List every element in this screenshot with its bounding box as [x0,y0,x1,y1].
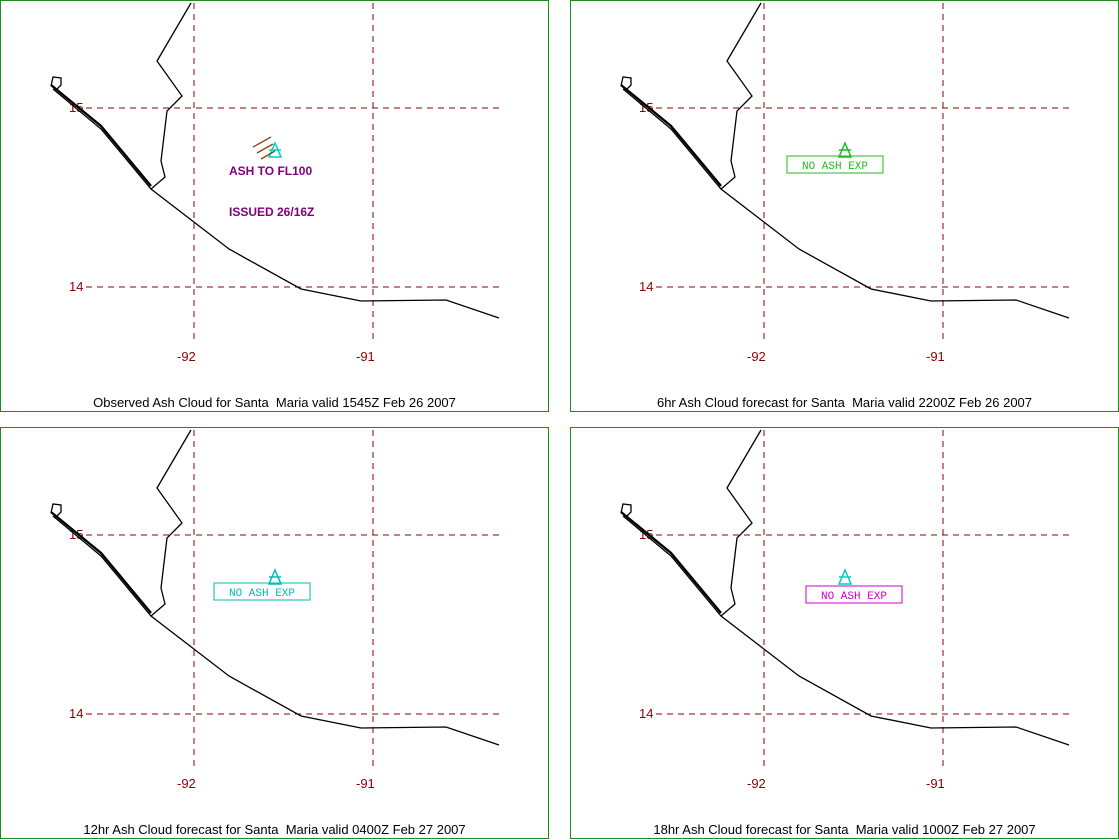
panel-forecast-18hr: 15 14 -92 -91 NO ASH EXP 18hr Ash Cloud … [570,427,1119,839]
lat-label-14: 14 [69,279,83,294]
lat-label-14: 14 [69,706,83,721]
no-ash-label: NO ASH EXP [821,591,887,603]
coastline [50,429,500,746]
lon-label-91: -91 [926,776,945,791]
coastline [620,429,1070,746]
coastline [620,2,1070,319]
lon-label-91: -91 [356,776,375,791]
no-ash-box [805,585,903,604]
lon-label-91: -91 [356,349,375,364]
no-ash-label: NO ASH EXP [229,588,295,600]
coastline [50,2,500,319]
panel-forecast-12hr: 15 14 -92 -91 NO ASH EXP 12hr Ash Cloud … [0,427,549,839]
panel-caption: 6hr Ash Cloud forecast for Santa Maria v… [656,395,1033,410]
ash-plume-icon [252,136,276,160]
panel-caption: Observed Ash Cloud for Santa Maria valid… [93,395,456,410]
map-forecast-12hr: 15 14 -92 -91 NO ASH EXP [50,429,501,791]
no-ash-label: NO ASH EXP [802,161,868,173]
volcano-icon [267,568,283,585]
panel-observed: 15 14 -92 -91 ASH TO FL100 ISSUED 26/16Z… [0,0,549,412]
volcano-icon [267,141,283,158]
panel-caption: 18hr Ash Cloud forecast for Santa Maria … [653,822,1036,837]
map-forecast-6hr: 15 14 -92 -91 NO ASH EXP [620,2,1071,364]
map-forecast-18hr: 15 14 -92 -91 NO ASH EXP [620,429,1071,791]
volcano-icon [837,568,853,585]
lon-label-91: -91 [926,349,945,364]
no-ash-box [786,155,884,174]
panel-forecast-6hr: 15 14 -92 -91 NO ASH EXP 6hr Ash Cloud f… [570,0,1119,412]
lat-label-14: 14 [639,706,653,721]
issued-text: ISSUED 26/16Z [229,205,314,219]
lon-label-92: -92 [747,776,766,791]
panel-caption: 12hr Ash Cloud forecast for Santa Maria … [83,822,466,837]
lon-label-92: -92 [177,776,196,791]
ash-height-text: ASH TO FL100 [229,164,312,178]
no-ash-box [213,582,311,601]
lon-label-92: -92 [747,349,766,364]
map-observed: 15 14 -92 -91 ASH TO FL100 ISSUED 26/16Z [50,2,501,364]
lon-label-92: -92 [177,349,196,364]
volcano-icon [837,141,853,158]
lat-label-14: 14 [639,279,653,294]
